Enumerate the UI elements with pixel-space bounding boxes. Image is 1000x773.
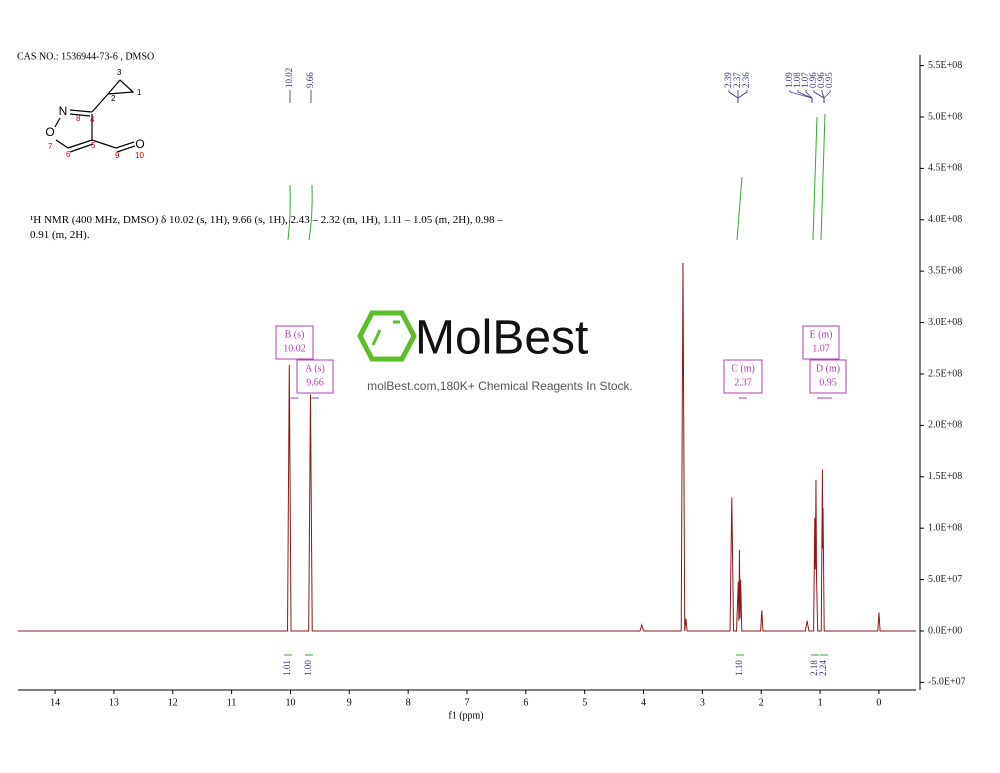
cas-text: CAS NO.: 1536944-73-6 , DMSO — [17, 51, 154, 62]
watermark-brand: MolBest — [415, 312, 588, 365]
x-tick-label: 11 — [227, 697, 237, 708]
peak-label: 10.02 — [284, 68, 294, 88]
atom-number: 7 — [48, 142, 53, 151]
multiplet-label: B (s) — [285, 329, 305, 340]
atom-number: 4 — [90, 115, 95, 124]
peak-connector — [813, 90, 825, 103]
atom-number: 9 — [115, 151, 120, 160]
atom-label: O — [45, 125, 54, 139]
spectrum-line — [18, 262, 916, 632]
y-tick-label: 2.0E+08 — [928, 420, 962, 431]
peak-label: 2.39 — [723, 72, 733, 88]
x-tick-label: 13 — [109, 697, 119, 708]
y-tick-label: 2.5E+08 — [928, 368, 962, 379]
x-tick-label: 1 — [818, 697, 823, 708]
multiplet-box — [802, 325, 840, 360]
multiplet-box — [723, 359, 763, 394]
y-tick-label: 5.5E+08 — [928, 60, 962, 71]
y-tick-label: 4.0E+08 — [928, 214, 962, 225]
y-tick-label: 0.0E+00 — [928, 625, 962, 636]
integral-curves — [287, 113, 826, 241]
y-tick-label: 3.5E+08 — [928, 265, 962, 276]
peak-label: 0.95 — [824, 72, 834, 88]
peak-label: 0.96 — [816, 72, 826, 88]
x-tick-label: 8 — [406, 697, 411, 708]
atom-number: 5 — [91, 141, 96, 150]
atom-label: N — [59, 104, 68, 118]
x-tick-label: 10 — [285, 697, 295, 708]
atom-number: 10 — [135, 151, 144, 160]
nmr-description: ¹H NMR (400 MHz, DMSO) δ 10.02 (s, 1H), … — [30, 214, 503, 241]
x-tick-label: 6 — [523, 697, 528, 708]
multiplet-label: C (m) — [731, 363, 755, 374]
peak-label: 1.09 — [784, 72, 794, 88]
peak-connector — [823, 90, 831, 103]
peak-label: 0.96 — [808, 72, 818, 88]
peak-connector — [737, 90, 748, 103]
multiplet-shift: 10.02 — [283, 343, 306, 354]
y-tick-label: -5.0E+07 — [928, 677, 966, 688]
multiplet-box — [296, 359, 334, 394]
atom-numbers: 1 2 3 4 5 6 7 8 9 10 — [48, 68, 144, 160]
y-tick-label: 5.0E+07 — [928, 574, 962, 585]
y-tick-label: 1.0E+08 — [928, 522, 962, 533]
y-tick-label: 1.5E+08 — [928, 471, 962, 482]
integral-label: 2.24 — [818, 660, 828, 676]
y-tick-label: 5.0E+08 — [928, 111, 962, 122]
y-tick-label: 4.5E+08 — [928, 163, 962, 174]
peak-connector — [728, 90, 739, 103]
peak-label: 1.07 — [800, 72, 810, 88]
atom-number: 3 — [117, 68, 122, 77]
x-tick-label: 3 — [700, 697, 705, 708]
multiplet-label: A (s) — [305, 363, 325, 374]
integral-label: 1.01 — [282, 660, 292, 676]
integral-label: 1.10 — [734, 660, 744, 676]
multiplet-label: D (m) — [816, 363, 840, 374]
y-tick-label: 3.0E+08 — [928, 317, 962, 328]
multiplet-shift: 0.95 — [819, 377, 837, 388]
peak-connector — [805, 90, 813, 103]
x-tick-label: 4 — [641, 697, 646, 708]
multiplet-shift: 1.07 — [812, 343, 830, 354]
x-tick-label: 7 — [465, 697, 470, 708]
multiplet-box — [809, 359, 847, 394]
atom-number: 2 — [111, 94, 116, 103]
x-tick-label: 14 — [50, 697, 60, 708]
atom-number: 8 — [76, 114, 81, 123]
atom-number: 1 — [137, 88, 142, 97]
integral-label: 1.00 — [303, 660, 313, 676]
peak-label: 1.08 — [792, 72, 802, 88]
multiplet-shift: 9.66 — [306, 377, 324, 388]
molecule-bonds — [54, 79, 136, 153]
atom-number: 6 — [66, 150, 71, 159]
watermark-tagline: molBest.com,180K+ Chemical Reagents In S… — [367, 379, 633, 393]
x-tick-label: 5 — [582, 697, 587, 708]
multiplet-shift: 2.37 — [734, 377, 752, 388]
x-tick-label: 12 — [168, 697, 178, 708]
x-axis-label: f1 (ppm) — [448, 710, 483, 721]
x-tick-label: 9 — [347, 697, 352, 708]
multiplet-label: E (m) — [809, 329, 832, 340]
peak-label: 9.66 — [305, 72, 315, 88]
atom-label: O — [135, 137, 144, 151]
x-tick-label: 2 — [759, 697, 764, 708]
multiplet-box — [275, 325, 314, 360]
peak-label: 2.36 — [741, 72, 751, 88]
integral-label: 2.18 — [809, 660, 819, 676]
x-tick-label: 0 — [876, 697, 881, 708]
watermark-logo — [357, 310, 417, 362]
peak-label: 2.37 — [732, 72, 742, 88]
